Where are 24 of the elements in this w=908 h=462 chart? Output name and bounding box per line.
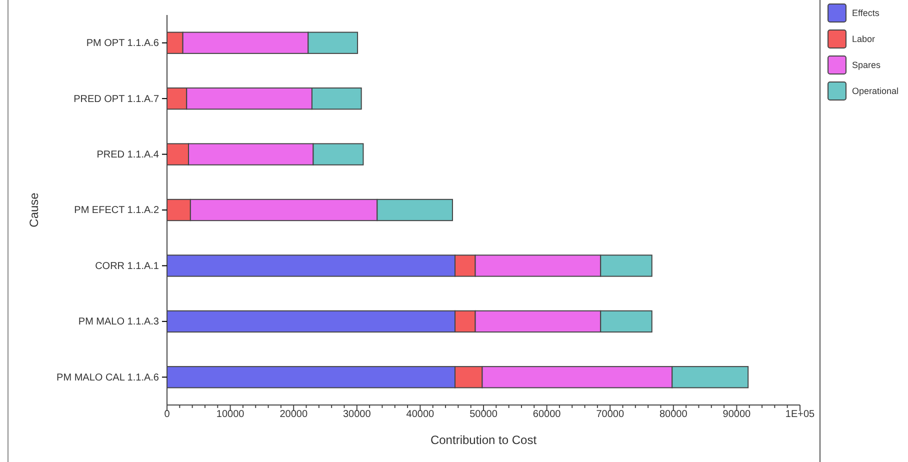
x-tick-label: 70000 <box>596 409 624 420</box>
y-tick-label: PRED OPT 1.1.A.7 <box>74 94 160 105</box>
y-tick-label: PM MALO CAL 1.1.A.6 <box>56 372 160 384</box>
x-tick-label: 10000 <box>216 409 245 420</box>
x-tick-label: 20000 <box>280 409 308 420</box>
x-tick-label: 40000 <box>406 409 435 420</box>
y-tick-label: CORR 1.1.A.1 <box>95 260 160 272</box>
x-tick-label: 80000 <box>659 409 688 420</box>
legend-label: Labor <box>852 34 876 44</box>
x-tick-label: 90000 <box>722 409 752 420</box>
x-tick-label: 1E+05 <box>785 409 816 420</box>
x-axis-title: Contribution to Cost <box>430 433 538 447</box>
y-tick-label: PRED 1.1.A.4 <box>96 149 160 160</box>
x-tick-label: 0 <box>164 409 170 420</box>
legend-label: Spares <box>852 60 882 70</box>
y-axis-title: Cause <box>27 192 41 228</box>
y-tick-label: PM EFECT 1.1.A.2 <box>74 205 160 216</box>
x-tick-label: 30000 <box>342 409 372 420</box>
y-tick-label: PM MALO 1.1.A.3 <box>78 316 160 328</box>
legend-label: Operational <box>852 86 899 96</box>
y-tick-label: PM OPT 1.1.A.6 <box>86 38 160 50</box>
x-tick-label: 50000 <box>470 409 498 420</box>
legend-label: Effects <box>852 8 880 18</box>
x-tick-label: 60000 <box>532 409 562 420</box>
